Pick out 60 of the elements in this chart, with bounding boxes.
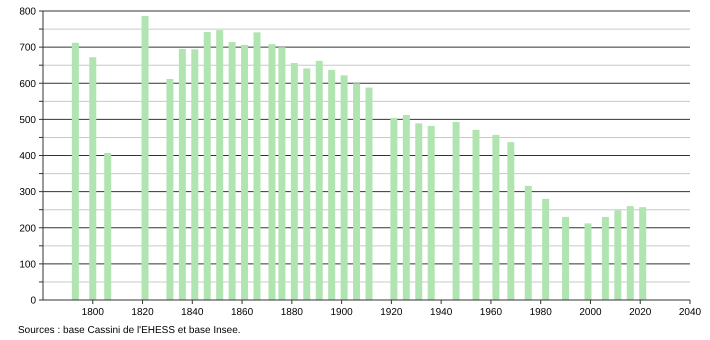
bar: [268, 44, 276, 300]
bar: [228, 42, 236, 300]
x-tick-label: 1820: [131, 307, 154, 318]
y-tick-label: 400: [19, 151, 36, 162]
bar: [415, 123, 422, 300]
bar: [216, 30, 224, 300]
bar: [340, 75, 348, 300]
x-tick-label: 1880: [280, 307, 304, 318]
bar: [639, 207, 646, 300]
bar: [166, 78, 174, 300]
x-tick-label: 1980: [530, 307, 552, 318]
y-tick-label: 200: [19, 223, 36, 234]
y-tick-label: 600: [19, 78, 36, 90]
bar: [316, 60, 323, 300]
bar: [626, 206, 634, 300]
x-tick-label: 1860: [230, 307, 254, 318]
bar: [328, 70, 336, 300]
bar: [562, 216, 570, 300]
bar: [402, 115, 410, 300]
bar: [89, 57, 96, 300]
bar: [390, 118, 398, 300]
bar: [542, 198, 550, 300]
x-tick-label: 1840: [181, 307, 204, 318]
bar: [524, 186, 532, 300]
bar: [492, 134, 500, 300]
x-tick-label: 1920: [380, 307, 403, 318]
x-tick-label: 1940: [430, 307, 453, 318]
x-tick-label: 1960: [480, 307, 502, 318]
bar: [104, 152, 112, 300]
bar: [290, 63, 298, 300]
bar: [507, 142, 514, 300]
bar: [254, 32, 261, 300]
y-tick-label: 700: [19, 42, 36, 54]
bar: [353, 83, 360, 300]
bar: [428, 126, 435, 300]
bar: [72, 42, 79, 300]
bar: [472, 130, 480, 300]
x-tick-label: 1800: [82, 307, 104, 318]
bar: [241, 44, 248, 300]
bar: [602, 216, 609, 300]
y-tick-label: 800: [19, 6, 36, 18]
bar: [452, 122, 460, 300]
bar: [614, 210, 622, 300]
x-tick-label: 1900: [330, 307, 354, 318]
bar: [584, 223, 592, 300]
x-tick-label: 2000: [579, 307, 602, 318]
bar: [303, 68, 310, 300]
bar: [278, 47, 286, 300]
bar: [204, 32, 211, 300]
y-tick-label: 300: [19, 187, 36, 198]
y-tick-label: 100: [19, 259, 36, 270]
y-tick-label: 0: [30, 296, 36, 306]
bar: [191, 49, 198, 300]
y-tick-label: 500: [19, 114, 36, 126]
bar: [142, 16, 149, 300]
bar: [178, 48, 186, 300]
x-tick-label: 2040: [678, 307, 702, 318]
bar: [365, 88, 372, 300]
source-note: Sources : base Cassini de l'EHESS et base Insee.: [18, 325, 241, 336]
x-tick-label: 2020: [629, 307, 652, 318]
